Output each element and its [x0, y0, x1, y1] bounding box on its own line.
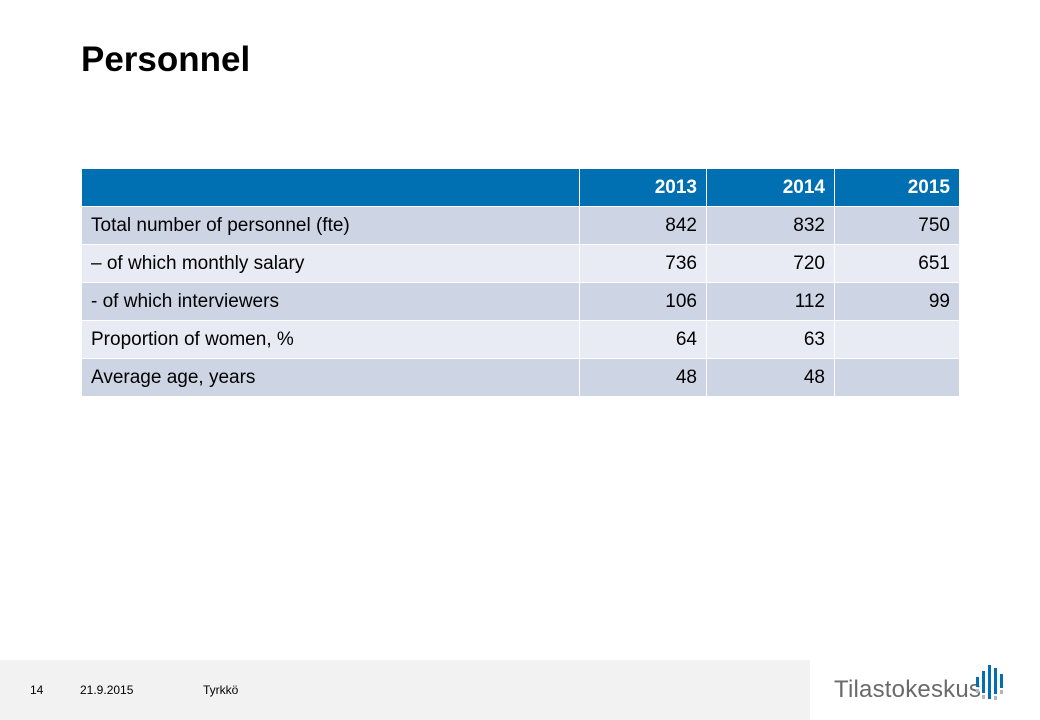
footer-author: Tyrkkö — [203, 683, 239, 697]
cell-2013: 48 — [579, 358, 707, 397]
slide-title: Personnel — [81, 40, 251, 79]
cell-2014: 832 — [706, 206, 835, 245]
header-cell-2014: 2014 — [706, 168, 835, 207]
tilastokeskus-logo: Tilastokeskus — [834, 663, 1004, 715]
table-row: - of which interviewers 106 112 99 — [81, 282, 960, 321]
header-cell-label — [81, 168, 580, 207]
cell-2015 — [834, 358, 960, 397]
cell-2014: 112 — [706, 282, 835, 321]
row-label: Average age, years — [81, 358, 580, 397]
cell-2013: 106 — [579, 282, 707, 321]
cell-2014: 720 — [706, 244, 835, 283]
cell-2013: 736 — [579, 244, 707, 283]
cell-2014: 48 — [706, 358, 835, 397]
page-number: 14 — [30, 683, 44, 697]
row-label: - of which interviewers — [81, 282, 580, 321]
row-label: Total number of personnel (fte) — [81, 206, 580, 245]
bar-graph-logo-icon — [976, 665, 1003, 700]
cell-2015: 750 — [834, 206, 960, 245]
table-row: Total number of personnel (fte) 842 832 … — [81, 206, 960, 245]
row-label: – of which monthly salary — [81, 244, 580, 283]
cell-2013: 64 — [579, 320, 707, 359]
footer-bar — [0, 660, 810, 720]
row-label: Proportion of women, % — [81, 320, 580, 359]
cell-2014: 63 — [706, 320, 835, 359]
cell-2015: 651 — [834, 244, 960, 283]
table-header-row: 2013 2014 2015 — [81, 168, 960, 207]
table-row: Average age, years 48 48 — [81, 358, 960, 397]
cell-2013: 842 — [579, 206, 707, 245]
cell-2015 — [834, 320, 960, 359]
table-row: Proportion of women, % 64 63 — [81, 320, 960, 359]
header-cell-2015: 2015 — [834, 168, 960, 207]
header-cell-2013: 2013 — [579, 168, 707, 207]
table-row: – of which monthly salary 736 720 651 — [81, 244, 960, 283]
logo-text: Tilastokeskus — [834, 676, 982, 703]
cell-2015: 99 — [834, 282, 960, 321]
footer-date: 21.9.2015 — [80, 683, 134, 697]
personnel-table: 2013 2014 2015 Total number of personnel… — [81, 168, 960, 397]
